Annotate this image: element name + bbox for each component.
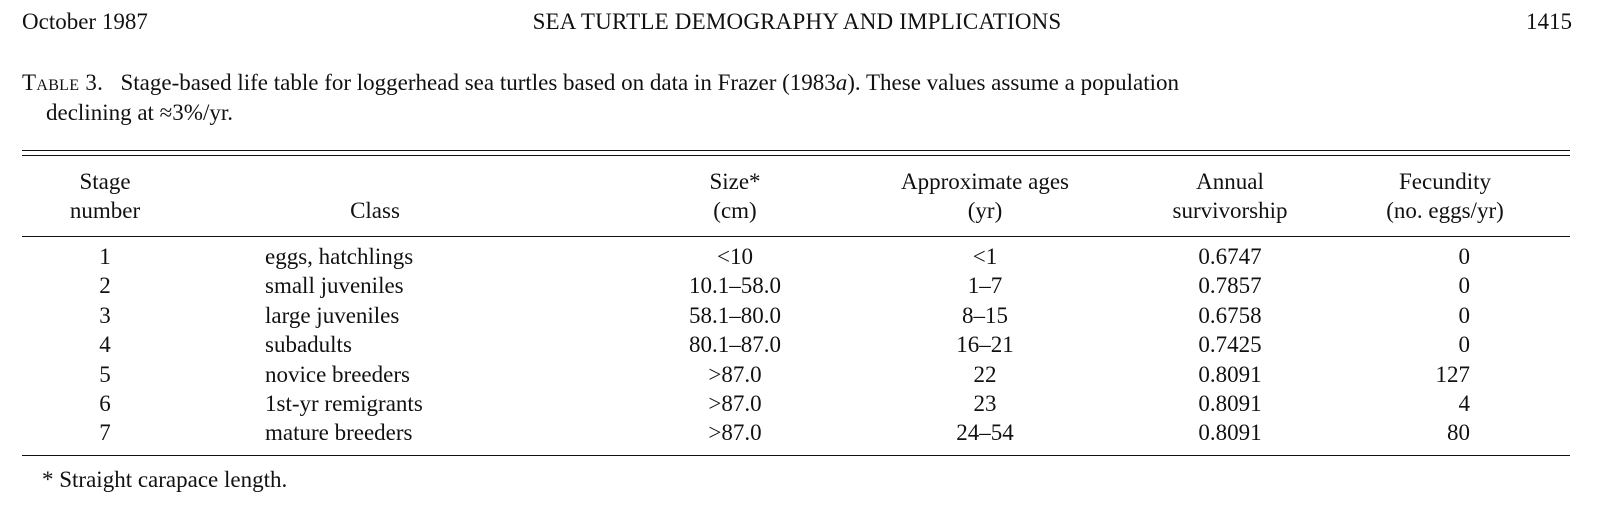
header-size-line-2: (cm) xyxy=(713,198,757,223)
cell-ages: 1–7 xyxy=(967,273,1003,299)
cell-size: <10 xyxy=(717,244,753,269)
header-fecundity: Fecundity (no. eggs/yr) xyxy=(1360,167,1530,225)
header-stage-line-2: number xyxy=(69,198,141,223)
cell-class: large juveniles xyxy=(265,302,400,328)
header-survivorship: Annual survivorship xyxy=(1140,167,1320,225)
caption-text-a: Stage-based life table for loggerhead se… xyxy=(120,70,836,95)
header-stage-line-1: Stage xyxy=(79,169,131,194)
cell-size: 10.1–58.0 xyxy=(689,273,781,299)
header-fecundity-line-1: Fecundity xyxy=(1399,169,1491,194)
table-top-rule-2 xyxy=(22,155,1570,156)
caption-line-1: Table 3. Stage-based life table for logg… xyxy=(22,68,1577,98)
table-row: 3 large juveniles 58.1–80.0 8–15 0.6758 … xyxy=(0,301,1616,330)
table-row: 5 novice breeders >87.0 22 0.8091 127 xyxy=(0,360,1616,389)
caption-text-italic: a xyxy=(835,70,848,95)
cell-class: novice breeders xyxy=(265,361,410,387)
header-stage-number: Stage number xyxy=(40,167,170,225)
table-row: 1 eggs, hatchlings <10 <1 0.6747 0 xyxy=(0,242,1616,271)
table-footnote: * Straight carapace length. xyxy=(42,467,288,492)
cell-stage: 4 xyxy=(99,332,111,358)
cell-size: 58.1–80.0 xyxy=(689,302,781,328)
cell-ages: 22 xyxy=(973,361,997,387)
cell-survivorship: 0.6758 xyxy=(1198,302,1262,328)
table-row: 7 mature breeders >87.0 24–54 0.8091 80 xyxy=(0,418,1616,447)
cell-size: 80.1–87.0 xyxy=(689,332,781,358)
cell-class: mature breeders xyxy=(265,420,413,446)
cell-class: 1st-yr remigrants xyxy=(265,390,423,416)
table-row: 6 1st-yr remigrants >87.0 23 0.8091 4 xyxy=(0,389,1616,418)
running-header: October 1987 SEA TURTLE DEMOGRAPHY AND I… xyxy=(22,6,1572,38)
table-header-rule xyxy=(22,236,1570,237)
cell-class: small juveniles xyxy=(265,273,404,299)
header-title: SEA TURTLE DEMOGRAPHY AND IMPLICATIONS xyxy=(532,9,1062,34)
cell-survivorship: 0.7425 xyxy=(1198,332,1262,358)
cell-fecundity: 0 xyxy=(1458,332,1471,358)
cell-fecundity: 127 xyxy=(1435,361,1471,387)
caption-line-2: declining at ≈3%/yr. xyxy=(46,100,233,125)
cell-class: subadults xyxy=(265,332,352,358)
cell-ages: 23 xyxy=(973,390,997,416)
cell-fecundity: 0 xyxy=(1458,244,1471,269)
header-survivorship-line-2: survivorship xyxy=(1172,198,1288,223)
cell-stage: 6 xyxy=(99,390,111,416)
header-class: Class xyxy=(350,198,400,223)
header-size: Size* (cm) xyxy=(640,167,830,225)
cell-survivorship: 0.8091 xyxy=(1198,361,1262,387)
cell-stage: 2 xyxy=(99,273,111,299)
cell-stage: 7 xyxy=(99,420,111,446)
cell-fecundity: 0 xyxy=(1458,302,1471,328)
table-top-rule-1 xyxy=(22,150,1570,151)
cell-survivorship: 0.7857 xyxy=(1198,273,1262,299)
caption-text-b: ). These values assume a population xyxy=(847,70,1179,95)
cell-fecundity: 4 xyxy=(1458,390,1471,416)
cell-ages: 16–21 xyxy=(956,332,1014,358)
cell-class: eggs, hatchlings xyxy=(265,244,414,269)
table-caption: Table 3. Stage-based life table for logg… xyxy=(22,68,1577,128)
table-row: 2 small juveniles 10.1–58.0 1–7 0.7857 0 xyxy=(0,271,1616,300)
cell-fecundity: 80 xyxy=(1447,420,1470,446)
header-ages-line-2: (yr) xyxy=(967,198,1003,223)
cell-size: >87.0 xyxy=(708,361,762,387)
cell-stage: 5 xyxy=(99,361,111,387)
cell-stage: 1 xyxy=(99,244,111,269)
cell-size: >87.0 xyxy=(708,420,762,446)
table-label: Table 3. xyxy=(22,70,104,95)
header-fecundity-line-2: (no. eggs/yr) xyxy=(1386,198,1504,223)
header-page-number: 1415 xyxy=(1526,9,1572,34)
cell-ages: <1 xyxy=(972,244,998,269)
header-ages-line-1: Approximate ages xyxy=(901,169,1069,194)
cell-size: >87.0 xyxy=(708,390,762,416)
table-row: 4 subadults 80.1–87.0 16–21 0.7425 0 xyxy=(0,330,1616,359)
header-size-line-1: Size* xyxy=(709,169,761,194)
cell-fecundity: 0 xyxy=(1458,273,1471,299)
table-body: 1 eggs, hatchlings <10 <1 0.6747 0 2 sma… xyxy=(0,242,1616,448)
header-ages: Approximate ages (yr) xyxy=(860,167,1110,225)
cell-survivorship: 0.8091 xyxy=(1198,420,1262,446)
header-survivorship-line-1: Annual xyxy=(1196,169,1264,194)
table-bottom-rule xyxy=(22,455,1570,456)
header-date: October 1987 xyxy=(22,9,148,34)
cell-survivorship: 0.6747 xyxy=(1198,244,1262,269)
cell-ages: 8–15 xyxy=(962,302,1008,328)
cell-stage: 3 xyxy=(99,302,111,328)
cell-survivorship: 0.8091 xyxy=(1198,390,1262,416)
cell-ages: 24–54 xyxy=(956,420,1014,446)
